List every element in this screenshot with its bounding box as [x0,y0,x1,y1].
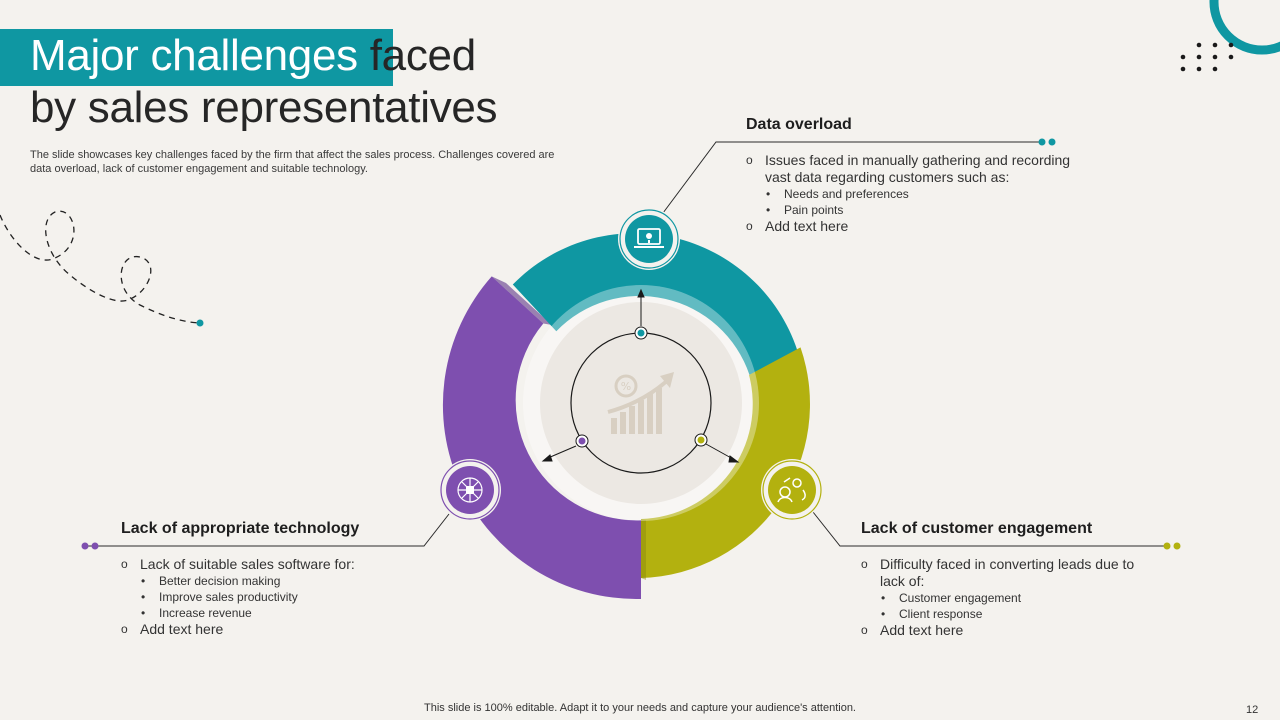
technology-segment [442,276,641,600]
list-item: Add text here [121,621,421,638]
decorative-ring [1209,0,1280,55]
connector-lines [86,141,1166,547]
page-title: Major challenges faced by sales represent… [30,30,590,134]
data-overload-title: Data overload [746,116,852,133]
list-subitem: Increase revenue [121,605,421,621]
data-overload-list: Issues faced in manually gathering and r… [746,152,1091,235]
customer-engagement-segment [641,347,810,578]
customer-engagement-title: Lack of customer engagement [861,520,1093,537]
decorative-dashed-path [0,210,204,327]
connector-dots [81,138,1181,550]
customer-engagement-list: Difficulty faced in converting leads due… [861,556,1161,639]
list-item: Issues faced in manually gathering and r… [746,152,1091,186]
list-item: Lack of suitable sales software for: [121,556,421,573]
page-number: 12 [1246,704,1259,716]
growth-chart-icon: % [607,372,674,434]
list-item: Difficulty faced in converting leads due… [861,556,1161,590]
svg-text:%: % [621,380,631,393]
title-line2: by sales representatives [30,83,498,132]
technology-network-icon [439,459,501,521]
list-item: Add text here [746,218,1091,235]
people-network-icon [761,459,823,521]
data-overload-segment [512,233,798,375]
slide-description: The slide showcases key challenges faced… [30,149,555,175]
title-rest: faced [357,31,476,80]
footer-note: This slide is 100% editable. Adapt it to… [424,702,856,714]
list-subitem: Customer engagement [861,590,1161,606]
technology-list: Lack of suitable sales software for: Bet… [121,556,421,638]
title-highlight-band [0,29,393,86]
list-subitem: Client response [861,606,1161,622]
technology-title: Lack of appropriate technology [121,520,360,537]
list-subitem: Pain points [746,202,1091,218]
laptop-alert-icon [618,208,680,270]
decorative-dot-grid [1180,42,1234,72]
list-item: Add text here [861,622,1161,639]
list-subitem: Needs and preferences [746,186,1091,202]
title-highlight: Major challenges [30,31,358,80]
list-subitem: Better decision making [121,573,421,589]
list-subitem: Improve sales productivity [121,589,421,605]
center-arrows [541,288,740,463]
